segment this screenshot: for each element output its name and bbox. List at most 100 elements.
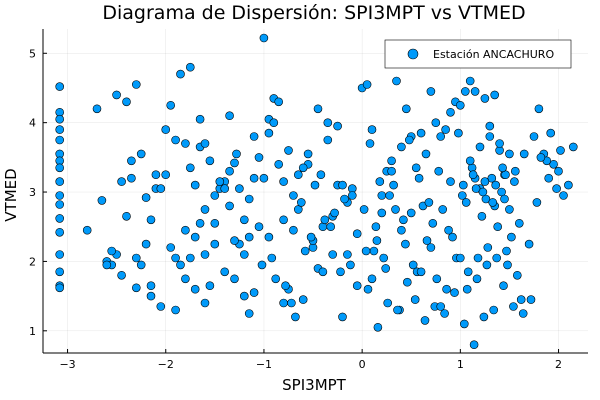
data-points — [55, 33, 578, 350]
scatter-point — [441, 125, 450, 134]
scatter-point — [195, 114, 205, 124]
scatter-point — [347, 191, 357, 200]
scatter-point — [195, 219, 205, 228]
scatter-point — [524, 239, 534, 249]
scatter-point — [499, 281, 508, 291]
scatter-point — [82, 225, 92, 235]
scatter-point — [55, 283, 65, 293]
scatter-point — [127, 156, 136, 166]
scatter-point — [448, 232, 457, 242]
scatter-point — [479, 312, 489, 322]
scatter-point — [421, 149, 431, 159]
scatter-point — [406, 208, 416, 218]
scatter-point — [475, 142, 485, 152]
scatter-point — [414, 173, 424, 183]
scatter-point — [298, 295, 308, 304]
scatter-point — [446, 177, 455, 186]
scatter-point — [367, 125, 377, 134]
scatter-point — [455, 101, 465, 110]
scatter-point — [102, 260, 112, 270]
scatter-point — [240, 291, 249, 301]
scatter-point — [359, 205, 369, 214]
scatter-point — [377, 208, 387, 218]
scatter-point — [399, 215, 408, 225]
scatter-point — [318, 267, 328, 277]
scatter-point — [463, 267, 473, 277]
y-tick-label: 4 — [29, 117, 36, 130]
scatter-point — [495, 139, 504, 148]
scatter-point — [338, 312, 347, 322]
scatter-point — [55, 82, 65, 91]
scatter-point — [161, 170, 170, 179]
scatter-point — [146, 215, 156, 225]
scatter-point — [381, 264, 391, 273]
scatter-point — [471, 184, 481, 193]
scatter-point — [372, 236, 382, 245]
scatter-point — [55, 125, 65, 134]
scatter-point — [190, 284, 200, 294]
scatter-point — [472, 274, 482, 284]
scatter-point — [465, 156, 475, 166]
scatter-point — [434, 166, 444, 176]
scatter-point — [488, 198, 498, 207]
y-axis-label: VTMED — [2, 168, 20, 221]
scatter-point — [289, 225, 298, 235]
scatter-point — [264, 232, 274, 242]
scatter-point — [171, 305, 180, 315]
scatter-point — [397, 225, 406, 235]
scatter-point — [363, 284, 373, 294]
scatter-point — [298, 163, 308, 173]
scatter-point — [244, 194, 254, 204]
scatter-point — [369, 246, 379, 256]
scatter-point — [514, 219, 524, 228]
scatter-point — [230, 158, 239, 168]
scatter-point — [397, 142, 406, 152]
y-tick-label: 3 — [29, 186, 36, 199]
scatter-point — [55, 191, 65, 200]
scatter-point — [289, 191, 298, 200]
x-tick-label: −2 — [158, 358, 174, 371]
scatter-point — [526, 295, 536, 304]
scatter-point — [186, 163, 195, 173]
scatter-point — [328, 250, 338, 259]
scatter-point — [166, 243, 175, 252]
scatter-point — [432, 274, 442, 284]
scatter-point — [232, 149, 241, 159]
scatter-point — [146, 281, 156, 291]
scatter-point — [489, 305, 499, 315]
scatter-point — [510, 166, 520, 176]
scatter-point — [254, 222, 264, 231]
scatter-point — [389, 180, 398, 190]
scatter-point — [480, 94, 490, 103]
scatter-point — [383, 298, 393, 308]
scatter-point — [176, 260, 185, 270]
scatter-point — [426, 243, 436, 252]
scatter-point — [127, 173, 136, 183]
scatter-point — [428, 219, 438, 228]
scatter-point — [190, 232, 200, 242]
scatter-point — [431, 118, 441, 127]
scatter-point — [490, 90, 500, 100]
scatter-point — [461, 198, 471, 207]
y-tick-label: 5 — [29, 47, 36, 60]
scatter-point — [416, 128, 426, 138]
scatter-point — [107, 246, 116, 256]
scatter-point — [361, 246, 371, 256]
scatter-point — [436, 302, 446, 311]
scatter-point — [373, 322, 383, 332]
scatter-point — [340, 194, 349, 204]
scatter-point — [259, 173, 269, 183]
x-tick-label: 2 — [555, 358, 562, 371]
scatter-point — [279, 215, 288, 225]
scatter-point — [529, 132, 539, 141]
scatter-point — [509, 302, 518, 311]
scatter-point — [424, 198, 434, 207]
scatter-point — [559, 191, 568, 200]
scatter-point — [55, 267, 65, 277]
scatter-point — [436, 132, 446, 141]
scatter-point — [279, 177, 288, 186]
scatter-point — [352, 229, 362, 238]
scatter-point — [55, 114, 65, 124]
scatter-point — [330, 208, 339, 218]
scatter-point — [186, 62, 195, 72]
